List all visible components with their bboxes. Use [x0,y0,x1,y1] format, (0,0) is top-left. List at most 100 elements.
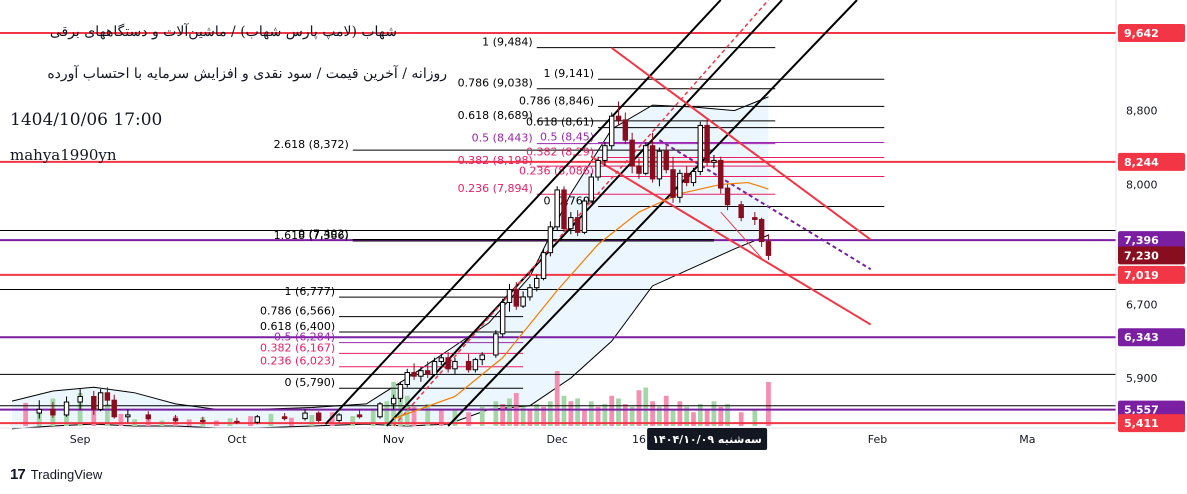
candle[interactable] [690,167,697,187]
tradingview-brand[interactable]: 17 TradingView [10,466,102,483]
candle[interactable] [765,234,772,261]
candle[interactable] [602,142,608,166]
candle[interactable] [234,417,240,425]
candle[interactable] [36,400,42,419]
volume-bar [350,416,356,426]
candle[interactable] [513,282,520,310]
trend-line-red-dashed[interactable] [393,0,770,427]
candle[interactable] [445,352,451,373]
candle[interactable] [677,169,683,203]
candle[interactable] [608,112,615,150]
candle[interactable] [377,402,383,419]
candle[interactable] [50,402,56,418]
candle[interactable] [595,156,601,181]
candle[interactable] [506,284,513,312]
fib-level-label: 1 (9,484) [482,36,533,49]
price-badge[interactable] [1118,328,1185,347]
price-badge[interactable] [1118,152,1185,171]
candle[interactable] [547,221,554,257]
candle[interactable] [438,354,445,366]
candle[interactable] [77,389,83,410]
candle[interactable] [561,186,567,233]
candle[interactable] [711,154,717,168]
price-badge[interactable] [1118,231,1185,250]
candle[interactable] [697,121,704,176]
trend-line-channel-outer-top[interactable] [324,0,722,425]
candlesticks[interactable] [36,101,772,425]
candle[interactable] [670,156,676,203]
candle[interactable] [452,357,458,375]
candle[interactable] [724,184,731,211]
candle[interactable] [418,366,424,382]
volume-bar [663,395,669,426]
candle[interactable] [554,186,560,231]
candle[interactable] [718,156,724,194]
price-badge[interactable] [1118,24,1185,43]
candle[interactable] [479,352,485,366]
candle[interactable] [63,396,70,417]
cursor-date-badge[interactable] [647,428,768,450]
candle[interactable] [465,354,472,373]
candle[interactable] [738,201,744,222]
candle[interactable] [649,132,656,183]
candle[interactable] [104,387,111,406]
candle[interactable] [302,409,308,421]
candle[interactable] [758,217,765,248]
volume-bar [425,404,431,426]
price-tick-label: 5,900 [1126,372,1158,385]
candle[interactable] [404,368,410,388]
trend-line-red-channel-bottom[interactable] [590,155,872,326]
candle[interactable] [472,357,479,373]
candle[interactable] [91,390,97,415]
price-badge[interactable] [1118,414,1185,433]
candle[interactable] [172,414,179,423]
candle[interactable] [704,119,710,166]
trend-line-channel-outer-bottom[interactable] [447,0,858,427]
candle[interactable] [111,394,117,419]
time-axis[interactable]: Sep Oct Nov Dec 16 Feb Ma سه‌شنبه ۱۴۰۴/۱۰/۰۹ [0,427,1116,450]
candle[interactable] [499,298,506,338]
candle[interactable] [97,389,104,412]
candle[interactable] [397,381,404,403]
candle[interactable] [527,284,533,301]
candle[interactable] [615,101,622,126]
candle-body [91,395,97,410]
price-axis[interactable]: 8,800 8,000 6,700 5,900 9,642 8,244 7,396 7,230… [1115,0,1187,433]
candle[interactable] [356,409,363,419]
candle[interactable] [493,330,499,358]
candle[interactable] [636,158,642,179]
candle[interactable] [336,413,342,423]
candle[interactable] [683,165,690,187]
candle[interactable] [125,409,131,423]
candle[interactable] [254,414,261,425]
candle[interactable] [663,145,669,174]
candle[interactable] [629,132,635,174]
candle[interactable] [424,361,431,379]
candle[interactable] [588,173,594,203]
candle[interactable] [568,212,574,235]
candle-body [758,218,765,243]
candle[interactable] [752,212,758,225]
candle[interactable] [574,210,581,237]
candle[interactable] [390,394,397,410]
candle[interactable] [656,147,663,187]
trend-line-red-channel-mid[interactable] [720,211,763,259]
candle[interactable] [431,357,438,377]
candle[interactable] [520,291,526,308]
candle[interactable] [281,413,288,421]
candle[interactable] [411,363,417,380]
price-badge[interactable] [1118,246,1185,265]
trend-line-purple-dashed[interactable] [658,139,872,271]
candle[interactable] [145,411,152,421]
trend-line-red-channel-top[interactable] [611,47,872,241]
candle[interactable] [534,274,540,292]
candle[interactable] [643,142,649,176]
volume-bar [398,387,403,426]
candle[interactable] [540,248,547,281]
candle[interactable] [315,411,322,423]
candle[interactable] [581,197,588,235]
price-badge[interactable] [1118,265,1185,284]
candle[interactable] [200,416,206,424]
candle[interactable] [622,112,629,144]
